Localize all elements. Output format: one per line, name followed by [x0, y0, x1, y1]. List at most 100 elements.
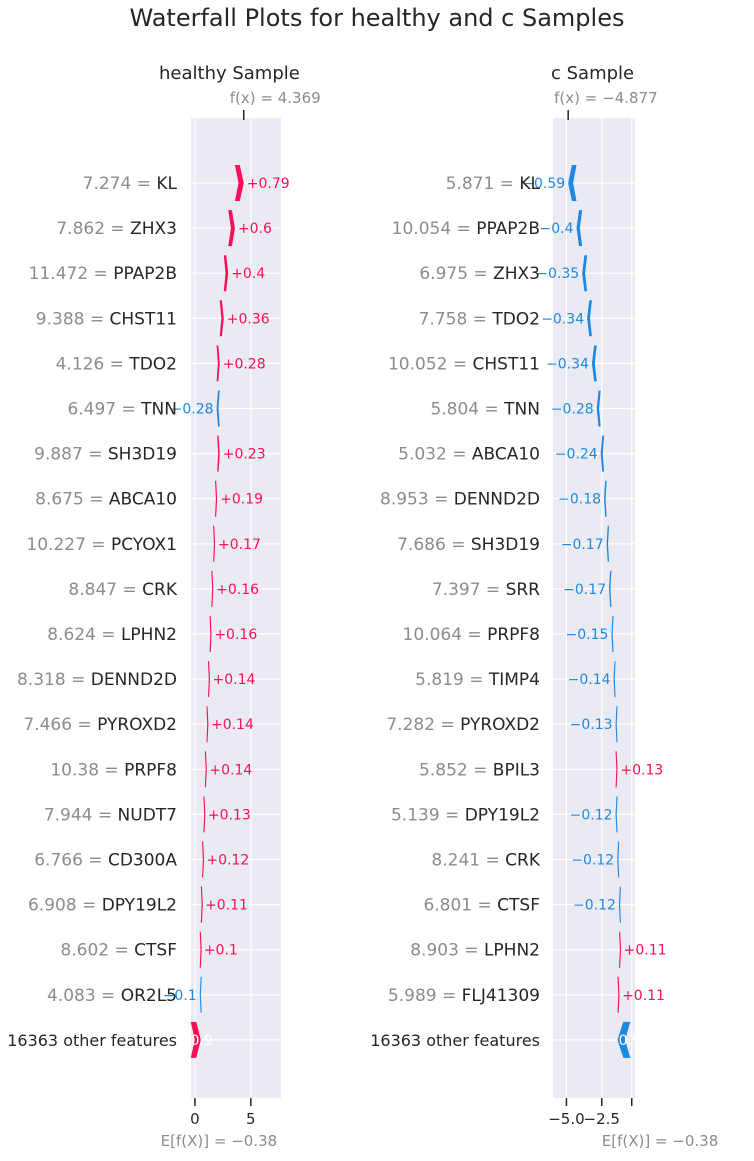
- x-tick-label: −5.0: [548, 1110, 584, 1128]
- feature-tick-label: 10.052 = CHST11: [388, 354, 540, 374]
- base-value-label: E[f(X)] = −0.38: [602, 1132, 719, 1150]
- shap-value-label: −0.34: [546, 356, 589, 372]
- shap-value-label: +0.17: [218, 537, 261, 553]
- waterfall-bar: [199, 931, 202, 968]
- shap-value-label: +0.16: [214, 627, 257, 643]
- shap-value-label: −0.24: [555, 447, 598, 463]
- waterfall-panel-1: −0.595.871 = KL−0.410.054 = PPAP2B−0.356…: [370, 63, 718, 1150]
- waterfall-bar: [207, 661, 210, 698]
- shap-value-label: −0.59: [522, 176, 565, 192]
- feature-value: 6.801 =: [423, 896, 497, 916]
- shap-value-label: −0.17: [563, 582, 606, 598]
- waterfall-bar: [216, 345, 220, 382]
- waterfall-bar: [190, 1021, 201, 1058]
- shap-value-label: −0.17: [561, 537, 604, 553]
- feature-name: PCYOX1: [111, 535, 177, 555]
- feature-tick-label: 11.472 = PPAP2B: [29, 264, 177, 284]
- feature-value: 10.38 =: [50, 760, 124, 780]
- feature-value: 7.466 =: [23, 715, 97, 735]
- feature-name: DENND2D: [91, 670, 177, 690]
- feature-value: 7.944 =: [44, 805, 118, 825]
- plot-area: [191, 118, 281, 1098]
- x-tick-label: 5: [246, 1110, 256, 1128]
- feature-name: SH3D19: [471, 535, 540, 555]
- feature-name: TNN: [503, 400, 540, 420]
- waterfall-bar: [568, 165, 577, 201]
- feature-value: 8.241 =: [431, 851, 505, 871]
- waterfall-bar: [609, 570, 612, 607]
- feature-tick-label: 8.241 = CRK: [431, 851, 540, 871]
- waterfall-bar: [596, 390, 601, 427]
- shap-value-label: +0.11: [622, 988, 665, 1004]
- waterfall-bar: [223, 255, 229, 292]
- feature-tick-label: 7.686 = SH3D19: [397, 535, 540, 555]
- waterfall-bar: [618, 886, 621, 923]
- subplot-title: c Sample: [551, 63, 634, 84]
- feature-tick-label: 10.38 = PRPF8: [50, 760, 177, 780]
- feature-name: CRK: [505, 851, 541, 871]
- feature-tick-label: 5.819 = TIMP4: [415, 670, 540, 690]
- feature-tick-label: 6.497 = TNN: [67, 400, 177, 420]
- feature-tick-label: 8.847 = CRK: [68, 580, 177, 600]
- feature-name: CTSF: [497, 896, 540, 916]
- feature-tick-label: 8.675 = ABCA10: [35, 490, 177, 510]
- shap-value-label: +0.36: [227, 311, 270, 327]
- feature-name: BPIL3: [493, 760, 540, 780]
- x-tick-label: 0: [190, 1110, 200, 1128]
- waterfall-panel-0: +0.79 7.274 = KL +0.6 7.862 = ZHX3 +0.4 11.47…: [7, 63, 320, 1150]
- feature-value: 5.804 =: [430, 400, 504, 420]
- shap-value-label: −0.12: [570, 807, 613, 823]
- feature-value: 7.758 =: [419, 309, 493, 329]
- feature-tick-label: 5.871 = KL: [446, 174, 541, 194]
- waterfall-bar: [615, 751, 618, 788]
- feature-name: ABCA10: [472, 445, 540, 465]
- waterfall-bar: [234, 165, 244, 201]
- feature-tick-label: 10.064 = PRPF8: [403, 625, 540, 645]
- feature-name: DPY19L2: [102, 896, 177, 916]
- feature-tick-label: 7.397 = SRR: [432, 580, 540, 600]
- feature-value: 10.064 =: [403, 625, 488, 645]
- shap-value-label: +0.19: [220, 492, 263, 508]
- feature-value: 9.887 =: [34, 445, 108, 465]
- shap-value-label: −0.12: [573, 898, 616, 914]
- feature-value: 7.282 =: [386, 715, 460, 735]
- shap-value-label: +0.28: [223, 356, 266, 372]
- shap-value-label: +0.23: [223, 447, 266, 463]
- feature-name: PPAP2B: [476, 219, 540, 239]
- feature-tick-label: 9.887 = SH3D19: [34, 445, 177, 465]
- feature-name: CRK: [142, 580, 178, 600]
- feature-value: 8.624 =: [47, 625, 121, 645]
- feature-value: 6.497 =: [67, 400, 141, 420]
- feature-name: PPAP2B: [113, 264, 177, 284]
- waterfall-bar: [617, 841, 620, 878]
- shap-value-label: −0.28: [171, 402, 214, 418]
- shap-value-label: −0.18: [558, 492, 601, 508]
- feature-tick-label: 5.139 = DPY19L2: [391, 805, 540, 825]
- shap-value-label: +0.9: [179, 1033, 213, 1049]
- shap-value-label: +0.11: [624, 943, 667, 959]
- feature-tick-label: 6.908 = DPY19L2: [28, 896, 177, 916]
- feature-tick-label: 8.903 = LPHN2: [410, 941, 540, 961]
- feature-name: KL: [519, 174, 540, 194]
- shap-value-label: +0.11: [205, 898, 248, 914]
- shap-value-label: +0.13: [620, 762, 663, 778]
- shap-value-label: −0.12: [571, 853, 614, 869]
- waterfall-bar: [209, 616, 212, 652]
- feature-name: 16363 other features: [370, 1031, 540, 1050]
- feature-name: DPY19L2: [465, 805, 540, 825]
- shap-value-label: +0.14: [213, 672, 256, 688]
- shap-value-label: −0.1: [163, 988, 197, 1004]
- fx-label: f(x) = 4.369: [230, 89, 321, 107]
- feature-value: 10.054 =: [392, 219, 477, 239]
- shap-value-label: +0.12: [206, 853, 249, 869]
- waterfall-bar: [587, 300, 592, 337]
- waterfall-bar: [219, 300, 224, 337]
- shap-value-label: +0.16: [216, 582, 259, 598]
- feature-value: 5.139 =: [391, 805, 465, 825]
- feature-value: 10.052 =: [388, 354, 473, 374]
- shap-value-label: −0.35: [536, 266, 579, 282]
- feature-tick-label: 5.989 = FLJ41309: [388, 986, 540, 1006]
- feature-value: 8.847 =: [68, 580, 142, 600]
- feature-name: ZHX3: [130, 219, 177, 239]
- feature-name: KL: [156, 174, 177, 194]
